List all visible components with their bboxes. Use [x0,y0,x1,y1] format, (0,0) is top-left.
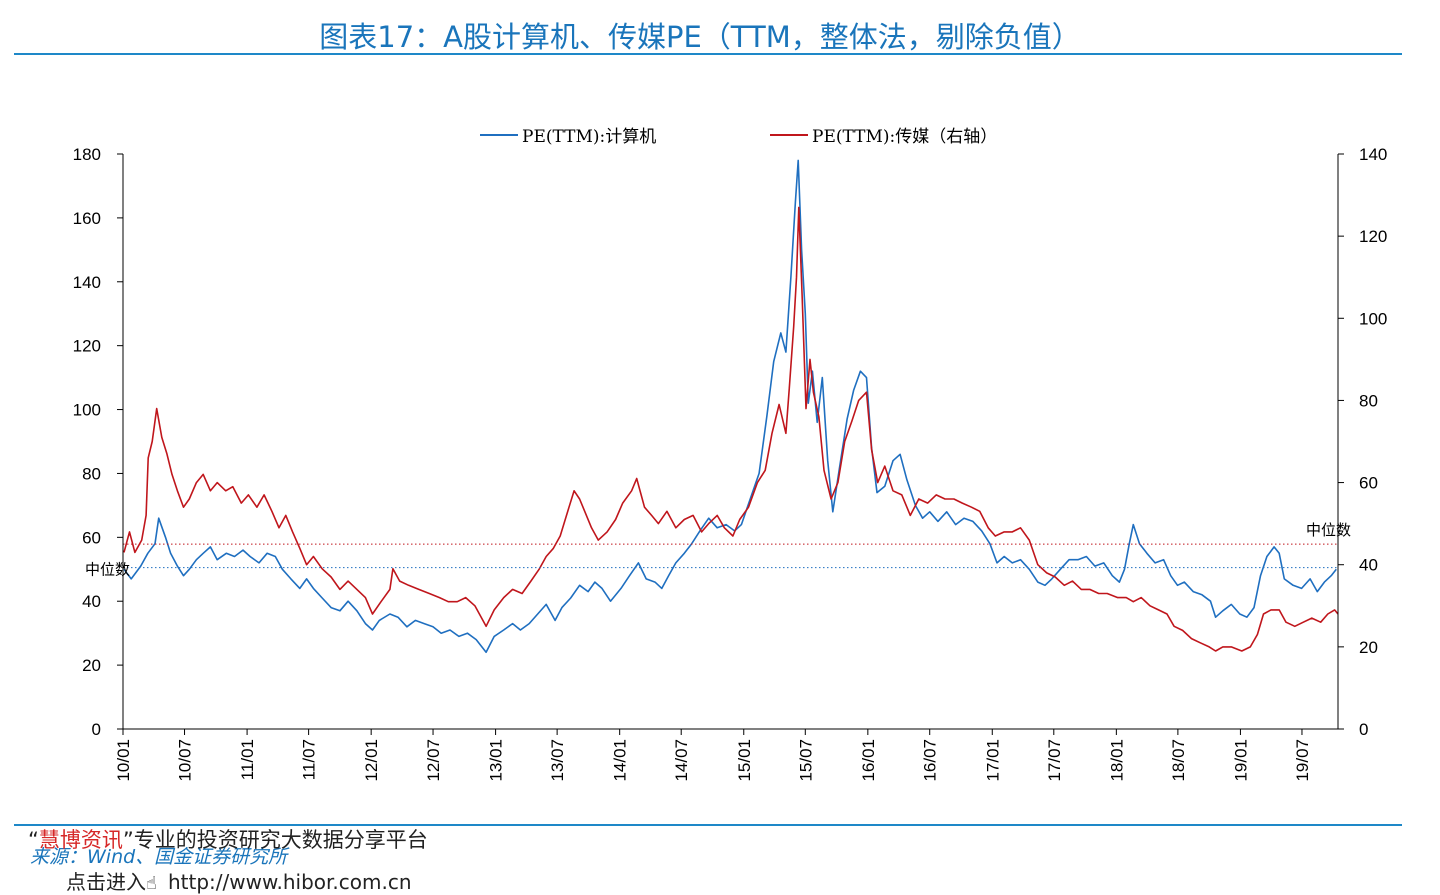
x-tick-label: 17/07 [1045,739,1064,782]
x-tick-label: 18/07 [1169,739,1188,782]
media-pe-line [123,206,1339,652]
left-y-tick-label: 100 [73,401,101,420]
median-label: 中位数 [85,561,130,579]
computer-pe-line [123,159,1337,654]
x-tick-label: 11/01 [238,739,257,780]
enter-site-link[interactable]: 点击进入☝ http://www.hibor.com.cn [66,866,412,895]
x-tick-label: 16/01 [859,739,878,782]
x-tick-label: 19/07 [1293,739,1312,782]
left-y-tick-label: 140 [73,273,101,292]
left-y-tick-label: 0 [92,720,101,739]
x-tick-label: 13/07 [548,739,567,782]
x-tick-label: 18/01 [1107,739,1126,782]
enter-label: 点击进入 [66,870,146,894]
plot-lines [123,159,1339,654]
x-tick-label: 12/01 [362,739,381,782]
x-tick-label: 10/01 [114,739,133,782]
left-y-tick-label: 40 [82,592,101,611]
median-label: 中位数 [1306,521,1351,539]
left-y-tick-label: 180 [73,145,101,164]
x-tick-label: 19/01 [1231,739,1250,782]
x-tick-label: 16/07 [921,739,940,782]
left-y-tick-label: 120 [73,337,101,356]
x-tick-label: 14/01 [611,739,630,782]
right-y-tick-label: 0 [1359,720,1368,739]
left-y-tick-label: 60 [82,528,101,547]
chart-axes: 0 20 40 60 80 100 120 140 160 180 0 20 40 60 80 100 120 1… [73,145,1388,782]
x-tick-label: 17/01 [983,739,1002,782]
site-url[interactable]: http://www.hibor.com.cn [168,870,412,894]
legend-label: PE(TTM):计算机 [522,127,656,147]
promo-open-quote: “ [28,828,39,852]
promo-text: ”专业的投资研究大数据分享平台 [122,828,428,852]
page-title: 图表17：A股计算机、传媒PE（TTM，整体法，剔除负值） [319,20,1081,54]
promo-banner[interactable]: “慧博资讯”专业的投资研究大数据分享平台 [28,824,428,854]
footer-divider [14,824,1402,826]
right-y-tick-label: 20 [1359,638,1378,657]
right-y-tick-label: 40 [1359,556,1378,575]
left-y-tick-label: 160 [73,209,101,228]
right-y-tick-label: 100 [1359,309,1387,328]
x-tick-label: 10/07 [176,739,195,782]
left-y-tick-label: 20 [82,656,101,675]
title-divider [14,53,1402,55]
promo-brand: 慧博资讯 [38,828,123,852]
x-tick-label: 11/07 [300,739,319,780]
right-y-tick-label: 60 [1359,474,1378,493]
x-tick-label: 14/07 [672,739,691,782]
right-y-tick-label: 80 [1359,391,1378,410]
x-tick-label: 13/01 [487,739,506,782]
right-y-tick-label: 120 [1359,227,1387,246]
x-tick-label: 12/07 [424,739,443,782]
left-y-tick-label: 80 [82,464,101,483]
source-note: 来源：Wind、国金证券研究所 [30,846,288,868]
x-tick-label: 15/01 [735,739,754,782]
chart-legend: PE(TTM):计算机 PE(TTM):传媒（右轴） [480,127,997,147]
right-y-tick-label: 140 [1359,145,1387,164]
legend-label: PE(TTM):传媒（右轴） [812,127,997,147]
x-tick-label: 15/07 [796,739,815,782]
